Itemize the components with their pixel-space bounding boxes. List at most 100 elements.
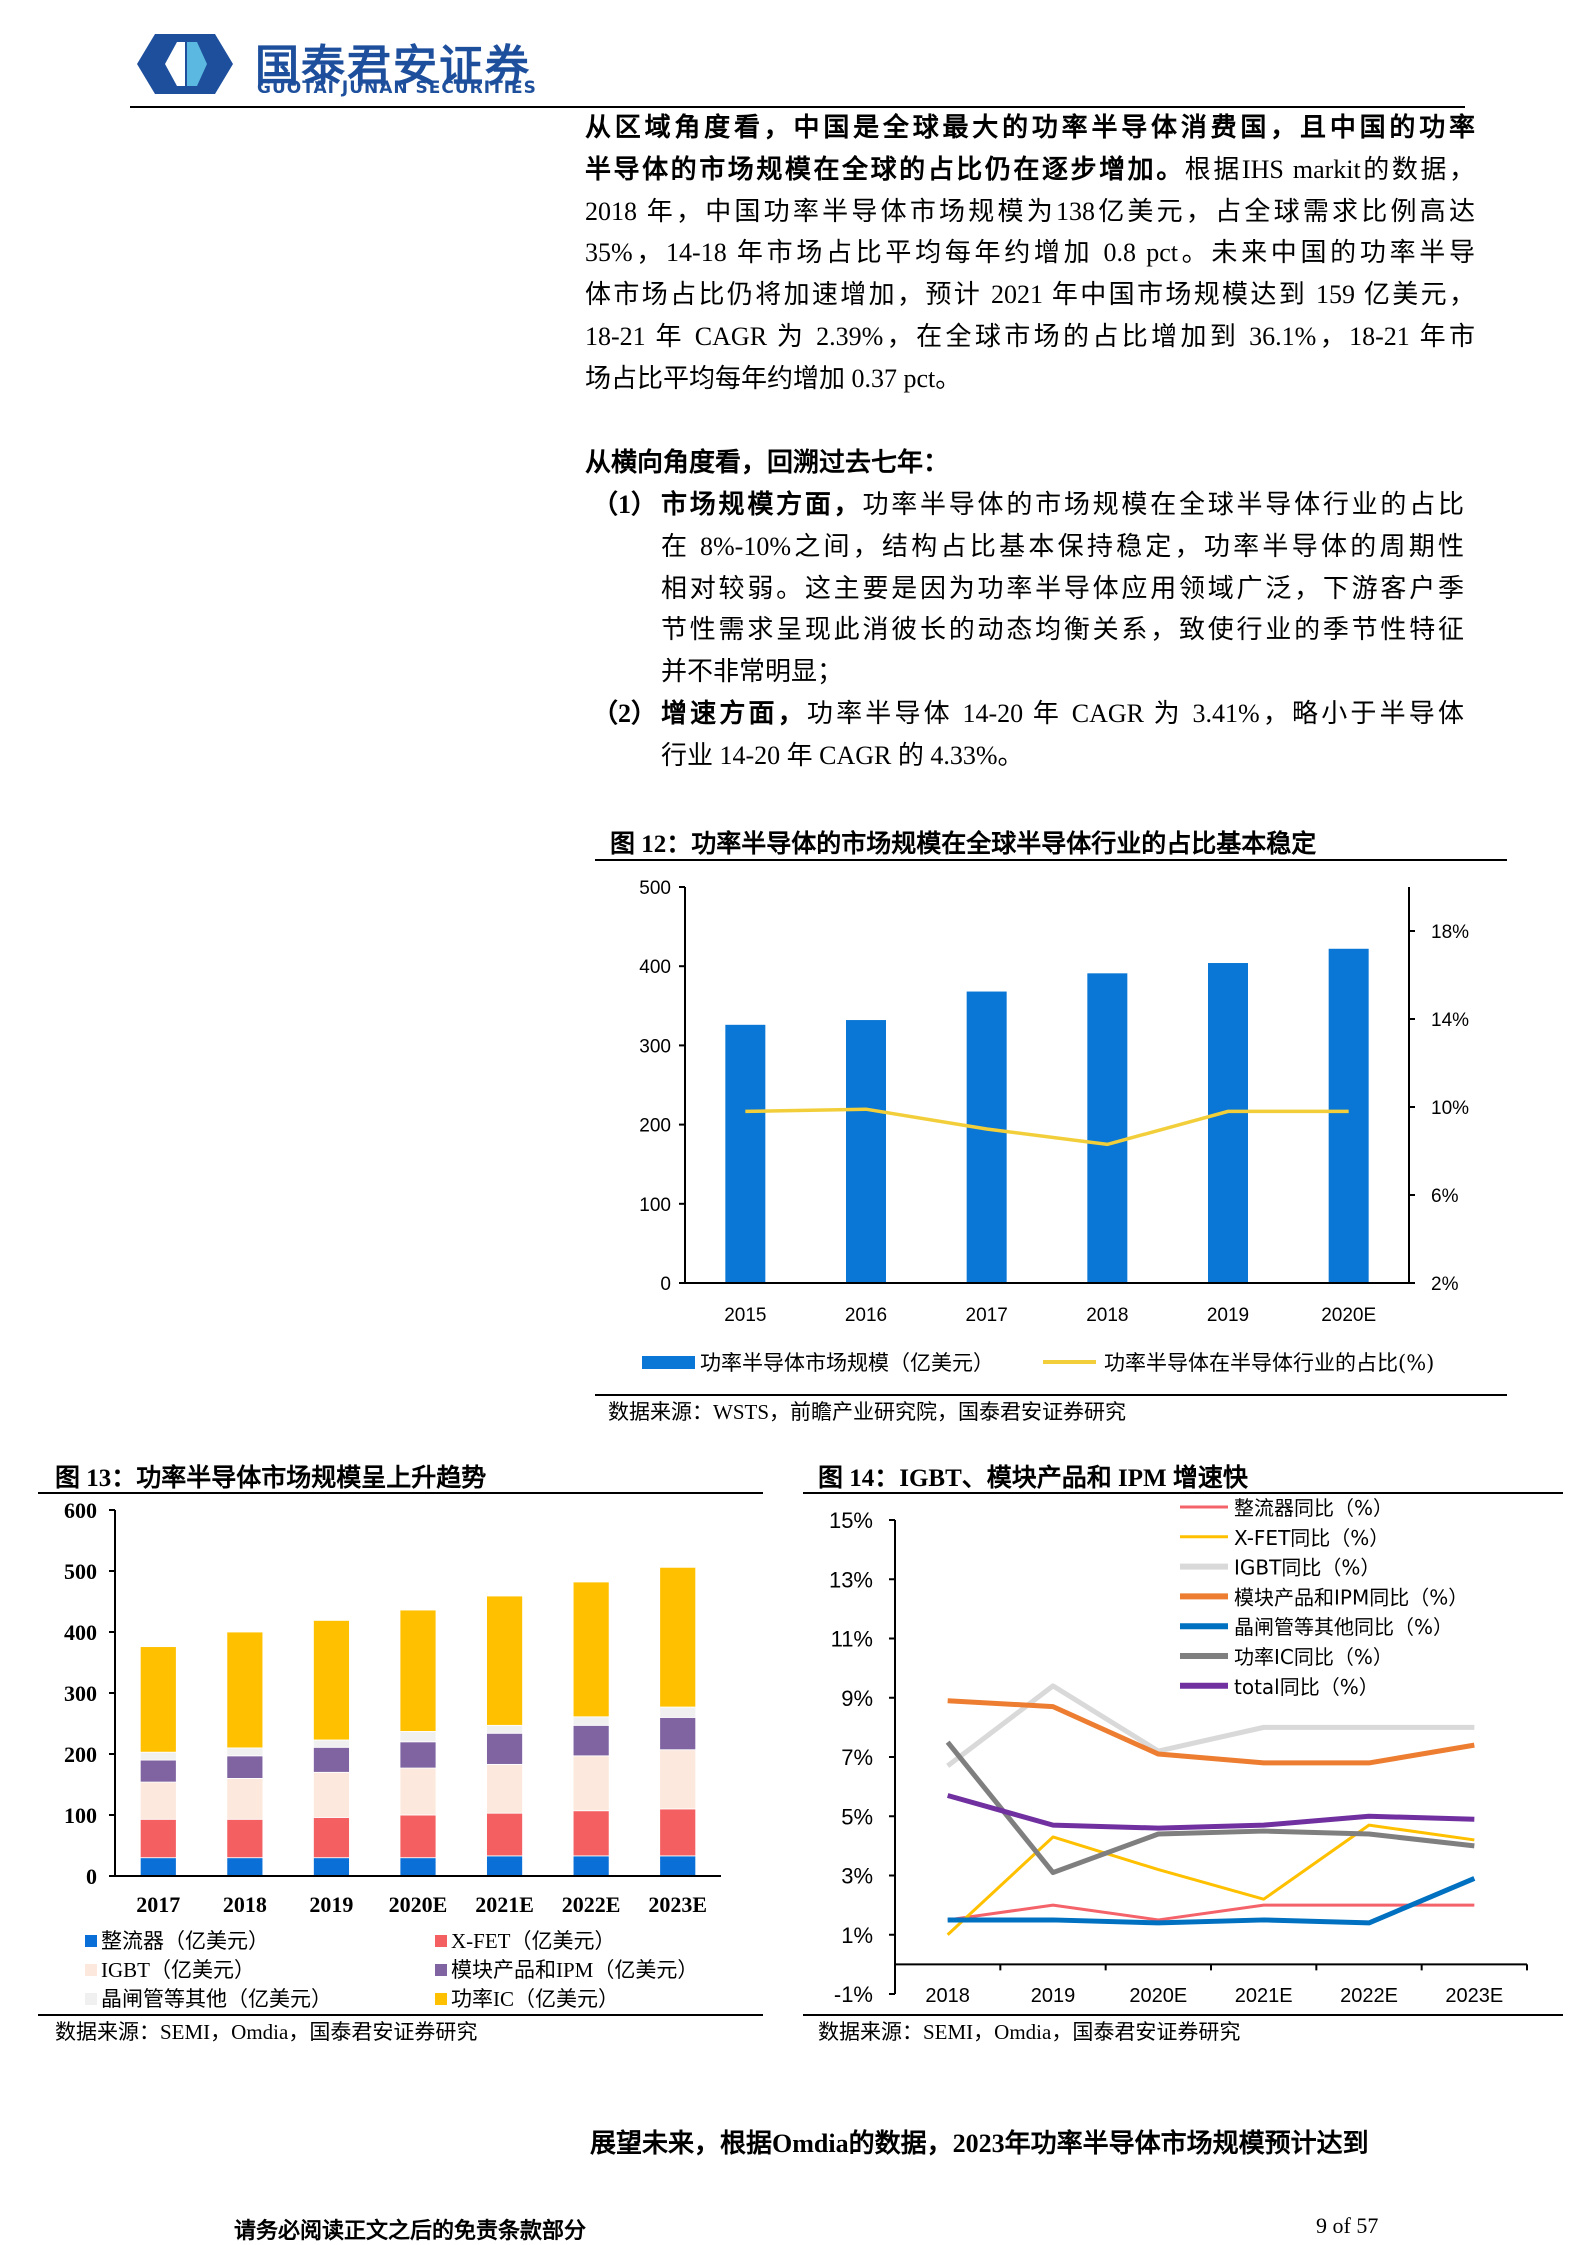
fig13-legend-label: 整流器（亿美元） (101, 1929, 269, 1953)
fig13-bar-segment (399, 1609, 437, 1732)
fig13-legend-swatch (435, 1964, 447, 1976)
fig13-bar-segment (399, 1814, 437, 1859)
fig12-share-line (745, 1107, 1349, 1147)
fig13-source: 数据来源：SEMI，Omdia，国泰君安证券研究 (55, 2020, 478, 2044)
fig13-bar-segment (226, 1747, 264, 1757)
fig14-y-tick-label: 11% (831, 1627, 873, 1652)
fig13-bar-segment (659, 1566, 697, 1708)
fig12-x-tick-label: 2017 (966, 1305, 1008, 1326)
fig13-bar-segment (313, 1817, 350, 1859)
text-line: 并不非常明显； (661, 656, 843, 688)
fig14-legend-label: 整流器同比（%） (1234, 1496, 1393, 1520)
fig13-bar-segment (659, 1706, 697, 1718)
text-line: 节性需求呈现此消彼长的动态均衡关系，致使行业的季节性特征 (661, 614, 1464, 646)
fig14-series-line (947, 1876, 1476, 1926)
fig13-bar-segment (313, 1739, 350, 1748)
fig13-bar-segment (313, 1746, 350, 1773)
fig13-title-rule (38, 1492, 763, 1494)
fig13-y-tick-label: 500 (64, 1559, 97, 1584)
fig12-y2-tick-label: 6% (1431, 1186, 1459, 1207)
fig12-x-tick-label: 2018 (1086, 1305, 1128, 1326)
fig13-legend-label: 模块产品和IPM（亿美元） (451, 1958, 698, 1982)
fig13-bar-segment (139, 1818, 177, 1859)
fig14-y-tick-label: 13% (829, 1567, 873, 1592)
fig14-series-line (947, 1698, 1475, 1766)
fig12-y-tick-label: 100 (639, 1195, 671, 1216)
fig14-y-tick-label: 15% (829, 1508, 873, 1533)
bold-text: 增速方面， (661, 699, 807, 728)
fig14-x-tick-label: 2023E (1445, 1985, 1503, 2007)
fig13-bar-segment (659, 1749, 697, 1810)
fig13-y-tick-label: 100 (64, 1803, 97, 1828)
fig12-bar (1328, 948, 1369, 1283)
fig12-x-tick-label: 2016 (845, 1305, 887, 1326)
fig14-series-line (946, 1793, 1475, 1831)
fig12-legend-bar-swatch (642, 1356, 695, 1369)
text-line: 增速方面，功率半导体 14-20 年 CAGR 为 3.41%，略小于半导体 (661, 698, 1464, 730)
logo-emblem-icon (137, 34, 233, 94)
normal-text: 场占比平均每年约增加 0.37 pct。 (585, 363, 962, 393)
fig14-y-tick-label: 9% (841, 1686, 873, 1711)
header-rule (130, 106, 1465, 108)
section-heading: 从横向角度看，回溯过去七年： (585, 448, 950, 477)
fig14-y-tick-label: 1% (841, 1923, 873, 1948)
fig13-bar-segment (226, 1631, 264, 1749)
fig13-legend-swatch (435, 1935, 447, 1947)
text-line: 18-21 年 CAGR 为 2.39%，在全球市场的占比增加到 36.1%，1… (585, 321, 1475, 353)
fig14-source-rule (803, 2014, 1563, 2016)
fig12-bar (846, 1020, 886, 1283)
fig13-bar-segment (399, 1741, 437, 1769)
fig14-x-tick-label: 2021E (1235, 1985, 1293, 2007)
normal-text: 根据IHS markit的数据， (1184, 154, 1475, 184)
text-line: 相对较弱。这主要是因为功率半导体应用领域广泛，下游客户季 (661, 573, 1464, 605)
fig14-x-tick-label: 2019 (1031, 1985, 1076, 2007)
fig13-bar-segment (486, 1724, 523, 1734)
bold-text: 半导体的市场规模在全球的占比仍在逐步增加。 (585, 154, 1185, 184)
fig13-bar-segment (659, 1717, 697, 1751)
fig13-bar-segment (226, 1818, 264, 1859)
fig12-y-tick-label: 0 (660, 1274, 671, 1295)
fig14-legend-label: 晶闸管等其他同比（%） (1234, 1615, 1453, 1639)
text-line: 行业 14-20 年 CAGR 的 4.33%。 (661, 740, 1024, 772)
page-number: 9 of 57 (1316, 2213, 1379, 2238)
fig13-bar-segment (399, 1857, 437, 1877)
fig12-y-tick-label: 400 (639, 957, 671, 978)
fig12-x-tick-label: 2015 (724, 1305, 766, 1326)
fig13-y-tick-label: 200 (64, 1742, 97, 1767)
fig13-legend-label: IGBT（亿美元） (101, 1958, 255, 1982)
fig13-y-tick-label: 400 (64, 1620, 97, 1645)
bold-text: 市场规模方面， (661, 490, 863, 519)
fig13-bar-segment (659, 1855, 697, 1877)
fig14-y-tick-label: -1% (834, 1982, 873, 2007)
fig13-bar-segment (226, 1857, 264, 1877)
fig12-bar (966, 991, 1007, 1283)
fig13-bar-segment (486, 1595, 523, 1726)
text-line: 2018 年，中国功率半导体市场规模为138亿美元，占全球需求比例高达 (585, 196, 1475, 228)
list-number: （1） (592, 490, 658, 519)
fig12-y2-tick-label: 18% (1431, 922, 1469, 943)
fig13-bar-segment (572, 1810, 610, 1857)
list-number: （2） (592, 699, 658, 728)
fig13-bar-segment (572, 1855, 610, 1877)
fig13-y-tick-label: 0 (86, 1864, 97, 1889)
fig14-x-tick-label: 2022E (1340, 1985, 1398, 2007)
fig13-x-tick-label: 2017 (136, 1892, 180, 1917)
logo-text-cn: 国泰君安证券 (255, 41, 531, 92)
fig13-y-tick-label: 600 (64, 1498, 97, 1523)
fig14-x-tick-label: 2018 (925, 1985, 970, 2007)
fig13-bar-segment (659, 1808, 697, 1857)
fig13-bar-segment (572, 1581, 610, 1718)
closing-sentence: 展望未来，根据Omdia的数据，2023年功率半导体市场规模预计达到 (590, 2129, 1369, 2158)
fig14-series-line (946, 1683, 1475, 1768)
fig13-bar-segment (139, 1759, 177, 1783)
fig14-legend-label: total同比（%） (1234, 1675, 1379, 1699)
fig14-legend-label: IGBT同比（%） (1234, 1556, 1380, 1580)
fig13-bar-segment (139, 1781, 177, 1820)
normal-text: 在 8%-10%之间，结构占比基本保持稳定，功率半导体的周期性 (661, 531, 1464, 561)
fig12-bar (1208, 963, 1248, 1283)
fig14-y-tick-label: 3% (841, 1864, 873, 1889)
text-line: 在 8%-10%之间，结构占比基本保持稳定，功率半导体的周期性 (661, 531, 1464, 563)
fig12-title-rule (595, 859, 1507, 861)
fig12-x-tick-label: 2019 (1207, 1305, 1249, 1326)
